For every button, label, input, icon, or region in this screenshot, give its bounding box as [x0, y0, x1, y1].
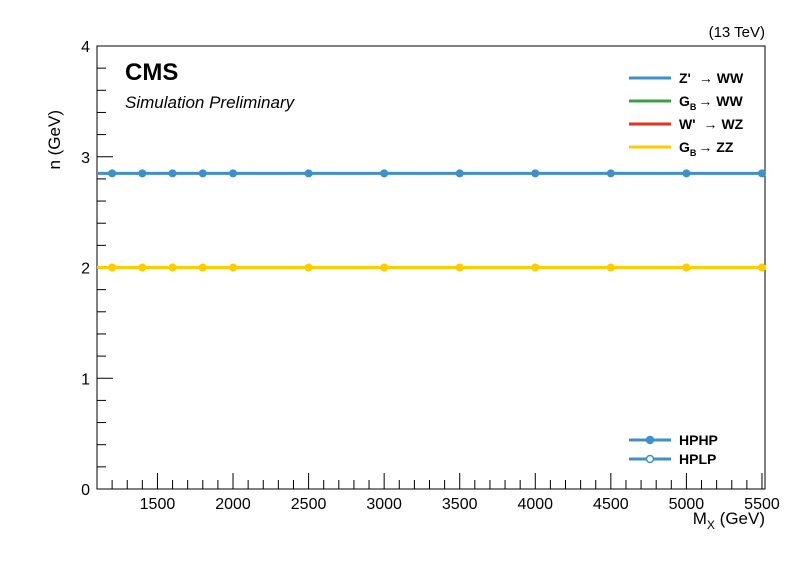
data-point: [606, 169, 615, 178]
series-z-ww: [97, 169, 766, 178]
energy-label: (13 TeV): [709, 24, 765, 41]
legend-label-main: G: [679, 93, 690, 109]
legend-label-final: WW: [717, 70, 744, 86]
data-point: [682, 263, 691, 272]
data-point: [198, 169, 207, 178]
legend-category-entry: HPLP: [629, 451, 716, 467]
data-point: [757, 169, 766, 178]
y-tick-label: 1: [81, 371, 90, 388]
y-tick-label: 0: [81, 482, 90, 499]
data-point: [531, 169, 540, 178]
x-axis-title-sub: X: [707, 518, 715, 532]
experiment-label: CMS: [125, 59, 178, 86]
legend-entry: Z' → WW: [629, 70, 744, 86]
legend-label-main: W': [679, 116, 696, 132]
data-point: [198, 263, 207, 272]
legend-label-arrow: →: [699, 70, 717, 86]
legend-label-final: ZZ: [716, 139, 734, 155]
data-point: [229, 263, 238, 272]
x-tick-label: 2500: [291, 496, 327, 513]
x-tick-label: 3500: [442, 496, 478, 513]
data-point: [682, 169, 691, 178]
data-point: [606, 263, 615, 272]
legend-label-final: WW: [716, 93, 743, 109]
legend-label: Z' → WW: [679, 70, 744, 86]
data-point: [108, 263, 117, 272]
x-tick-label: 5000: [669, 496, 705, 513]
legend-category-marker: [645, 454, 655, 464]
legend-label: GB → WW: [679, 93, 743, 112]
x-tick-label: 5500: [744, 496, 780, 513]
legend-label-main: G: [679, 139, 690, 155]
x-tick-label: 3000: [366, 496, 402, 513]
status-label: Simulation Preliminary: [125, 93, 296, 112]
legend-label-arrow: →: [698, 139, 716, 155]
data-point: [168, 263, 177, 272]
data-point: [455, 169, 464, 178]
data-point: [455, 263, 464, 272]
data-point: [108, 169, 117, 178]
legend-category-entry: HPHP: [629, 432, 718, 448]
legend-entry: W' → WZ: [629, 116, 744, 132]
legend-label-arrow: →: [698, 93, 716, 109]
x-axis-title-unit: (GeV): [715, 509, 765, 528]
y-axis-title: n (GeV): [45, 110, 64, 170]
y-tick-label: 2: [81, 261, 90, 278]
x-tick-label: 1500: [140, 496, 176, 513]
data-point: [757, 263, 766, 272]
y-tick-label: 3: [81, 150, 90, 167]
data-point: [138, 263, 147, 272]
x-tick-label: 2000: [215, 496, 251, 513]
legend-label-main: Z': [679, 70, 691, 86]
legend-label-final: WZ: [721, 116, 743, 132]
legend-label-arrow: →: [704, 116, 722, 132]
legend-label: GB → ZZ: [679, 139, 734, 158]
data-point: [229, 169, 238, 178]
legend-entry: GB → ZZ: [629, 139, 734, 158]
series-g-b-zz: [97, 263, 766, 272]
data-point: [531, 263, 540, 272]
data-point: [380, 263, 389, 272]
data-point: [138, 169, 147, 178]
series-layer: [97, 169, 766, 272]
legend-entry: GB → WW: [629, 93, 743, 112]
legend-category-marker: [645, 435, 655, 445]
x-tick-label: 4500: [593, 496, 629, 513]
x-tick-label: 4000: [517, 496, 553, 513]
legend-category-label: HPLP: [679, 451, 716, 467]
data-point: [168, 169, 177, 178]
x-axis-title: MX (GeV): [693, 509, 765, 532]
x-axis-title-main: M: [693, 509, 707, 528]
legend-categories: HPHP HPLP: [629, 432, 718, 467]
y-tick-label: 4: [81, 39, 90, 56]
data-point: [304, 169, 313, 178]
legend-label: W' → WZ: [679, 116, 744, 132]
legend-label-sub: B: [690, 148, 697, 158]
legend-label-sub: B: [690, 102, 697, 112]
legend-category-label: HPHP: [679, 432, 718, 448]
data-point: [380, 169, 389, 178]
data-point: [304, 263, 313, 272]
